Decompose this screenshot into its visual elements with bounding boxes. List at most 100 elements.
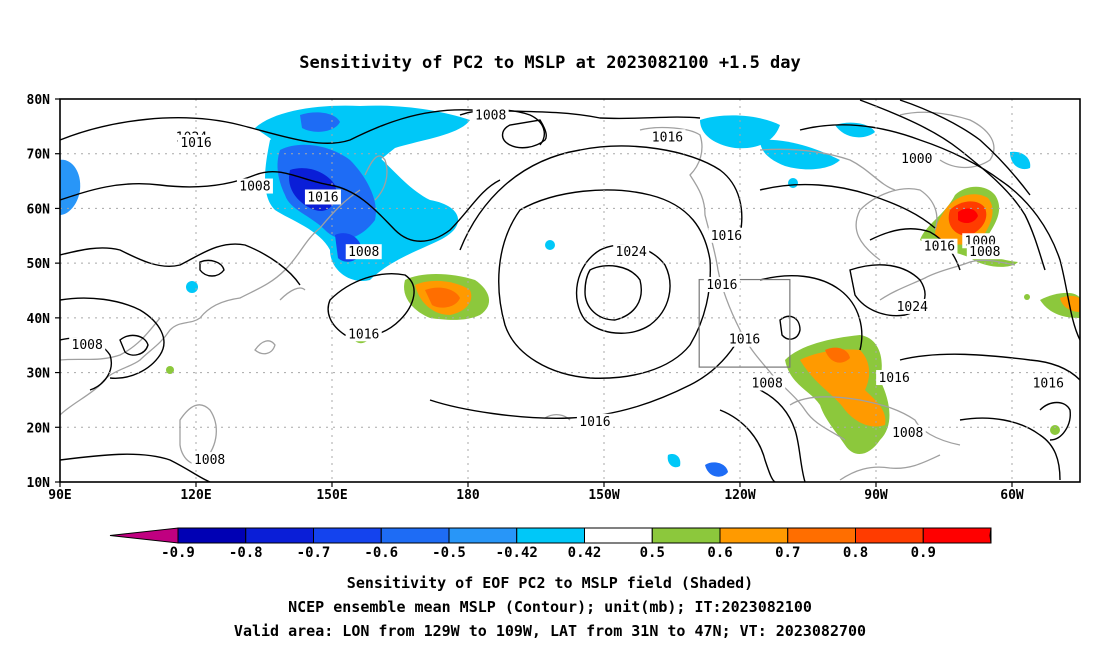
contour-label-bg xyxy=(726,331,763,347)
contour-label: 1008 xyxy=(69,337,106,353)
contour-label: 1016 xyxy=(703,277,740,293)
contour-label-bg xyxy=(703,277,740,293)
lon-tick-label: 150E xyxy=(316,488,347,503)
contour-label: 1008 xyxy=(749,375,786,392)
colorbar-label: -0.5 xyxy=(432,545,466,561)
colorbar-segment xyxy=(651,527,721,544)
colorbar-label: 0.5 xyxy=(640,545,665,561)
contour-label: 1008 xyxy=(345,244,382,260)
lon-tick-label: 150W xyxy=(588,488,619,503)
contour-label-text: 1008 xyxy=(752,377,783,392)
colorbar-segment xyxy=(245,527,314,544)
contour-labels: 1008102410161000100810161016100010161008… xyxy=(69,107,1067,468)
lat-tick-label: 80N xyxy=(27,93,51,108)
colorbar-label: 0.9 xyxy=(911,545,936,561)
colorbar-label: 0.6 xyxy=(707,545,732,561)
colorbar-segment xyxy=(922,527,992,544)
valid-area-box xyxy=(698,278,791,368)
contour-label: 1016 xyxy=(708,227,745,244)
contour-label-bg xyxy=(472,107,509,123)
contour-label-text: 1008 xyxy=(475,108,506,123)
contour-label: 1024 xyxy=(894,298,931,315)
contour-label-text: 1016 xyxy=(878,371,909,386)
caption-line-3: Valid area: LON from 129W to 109W, LAT f… xyxy=(233,622,867,640)
contour-label-text: 1016 xyxy=(348,327,379,342)
contour-label-bg xyxy=(889,424,926,440)
contour-label-text: 1008 xyxy=(348,245,379,260)
caption-line-1: Sensitivity of EOF PC2 to MSLP field (Sh… xyxy=(346,574,754,592)
shading-positive xyxy=(166,186,1080,455)
longitude-axis: 90E 120E 150E 180 150W 120W 90W 60W xyxy=(48,482,1024,503)
contour-label-bg xyxy=(898,151,935,167)
colorbar-segment xyxy=(313,527,382,544)
contour-label-text: 1024 xyxy=(616,245,647,260)
lat-tick-label: 10N xyxy=(27,476,51,491)
contour-label-bg xyxy=(304,189,341,205)
plot-title: Sensitivity of PC2 to MSLP at 2023082100… xyxy=(299,53,801,73)
contour-label-text: 1016 xyxy=(307,190,338,205)
colorbar: -0.9 -0.8 -0.7 -0.6 -0.5 -0.42 0.42 0.5 0.6 0.7 0.… xyxy=(109,527,992,561)
contour-label: 1016 xyxy=(178,134,214,151)
contour-label-text: 1008 xyxy=(239,180,270,195)
contour-label-text: 1016 xyxy=(729,333,760,348)
contour-label-bg xyxy=(178,134,214,150)
contour-label-bg xyxy=(876,370,913,386)
contour-label: 1008 xyxy=(191,452,228,468)
contour-label-bg xyxy=(576,413,613,429)
contour-label-text: 1008 xyxy=(194,453,225,468)
contour-label-bg xyxy=(921,238,958,254)
caption-line-2: NCEP ensemble mean MSLP (Contour); unit(… xyxy=(288,598,812,616)
contour-label-text: 1016 xyxy=(180,136,211,151)
lon-tick-label: 90W xyxy=(864,488,888,503)
contour-label: 1000 xyxy=(898,151,935,167)
colorbar-segment xyxy=(787,527,856,544)
contour-label: 1008 xyxy=(966,244,1003,260)
contour-label-bg xyxy=(1030,375,1067,391)
contour-label-bg xyxy=(708,227,745,243)
lat-tick-label: 20N xyxy=(27,421,51,436)
colorbar-segment xyxy=(719,527,789,544)
colorbar-label: -0.42 xyxy=(496,545,538,561)
lat-tick-label: 30N xyxy=(27,367,51,382)
contour-label: 1016 xyxy=(304,189,341,205)
contour-label-text: 1016 xyxy=(711,229,742,244)
colorbar-segment xyxy=(855,527,924,544)
contour-label-bg xyxy=(649,129,686,145)
colorbar-segment xyxy=(380,527,450,544)
contour-label: 1016 xyxy=(921,238,958,255)
contour-label-text: 1016 xyxy=(706,278,737,293)
contour-label: 1016 xyxy=(726,331,763,348)
contour-label-bg xyxy=(749,375,786,391)
contour-label-text: 1000 xyxy=(901,152,932,167)
colorbar-label: -0.6 xyxy=(364,545,398,561)
contour-label: 1008 xyxy=(472,107,509,123)
lat-tick-label: 70N xyxy=(27,148,51,163)
colorbar-min-triangle xyxy=(109,527,179,544)
contour-label: 1024 xyxy=(613,244,650,260)
colorbar-label: -0.9 xyxy=(161,545,195,561)
colorbar-segment xyxy=(448,527,518,544)
contour-label-bg xyxy=(69,337,106,353)
contour-label-text: 1008 xyxy=(72,338,103,353)
lon-tick-label: 90E xyxy=(48,488,71,503)
contour-label-bg xyxy=(345,244,382,260)
contour-label: 1016 xyxy=(1030,375,1067,392)
colorbar-segment xyxy=(584,527,653,544)
lon-tick-label: 180 xyxy=(456,488,480,503)
colorbar-label: 0.42 xyxy=(568,545,602,561)
contour-label-bg xyxy=(345,326,382,342)
colorbar-label: 0.8 xyxy=(843,545,868,561)
map-frame xyxy=(59,98,1081,483)
lat-tick-label: 60N xyxy=(27,202,51,217)
contour-label-bg xyxy=(894,298,931,314)
contour-label-text: 1008 xyxy=(892,426,923,441)
colorbar-segment xyxy=(516,527,585,544)
colorbar-label: -0.8 xyxy=(229,545,263,561)
contour-label-text: 1008 xyxy=(969,245,1000,260)
graticule xyxy=(60,99,1080,482)
contour-label: 1016 xyxy=(345,326,382,342)
contour-label-text: 1016 xyxy=(1033,377,1064,392)
contour-label: 1016 xyxy=(576,413,613,430)
contour-label-text: 1024 xyxy=(897,300,928,315)
